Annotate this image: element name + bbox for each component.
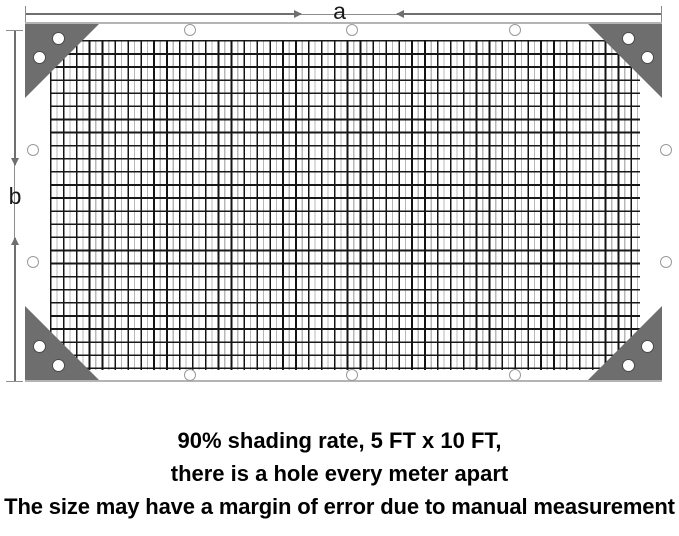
corner-grommet-hole [52, 359, 65, 372]
height-dimension-label: b [8, 183, 22, 209]
corner-reinforcement-bottom-right [588, 306, 662, 380]
corner-grommet-hole [33, 51, 46, 64]
mesh-grid [50, 40, 640, 370]
corner-reinforcement-top-left [25, 24, 99, 98]
edge-grommet-bottom [184, 369, 196, 381]
edge-grommet-left [27, 144, 39, 156]
corner-grommet-hole [622, 359, 635, 372]
edge-grommet-right [660, 144, 672, 156]
edge-grommet-bottom [509, 369, 521, 381]
width-dimension-label: a [333, 0, 346, 24]
width-dimension-tick-left [25, 6, 26, 23]
edge-grommet-top [509, 24, 521, 36]
height-dimension-line [14, 30, 15, 382]
edge-grommet-left [27, 256, 39, 268]
corner-reinforcement-bottom-left [25, 306, 99, 380]
edge-grommet-right [660, 256, 672, 268]
height-arrow-down-icon [11, 31, 19, 166]
width-dimension-tick-right [661, 6, 662, 23]
width-arrow-left-icon [26, 10, 302, 18]
height-dimension-tick-top [6, 30, 23, 31]
edge-grommet-bottom [346, 369, 358, 381]
corner-grommet-hole [641, 51, 654, 64]
height-dimension-tick-bottom [6, 381, 23, 382]
corner-grommet-hole [641, 340, 654, 353]
corner-grommet-hole [622, 32, 635, 45]
edge-grommet-top [346, 24, 358, 36]
height-arrow-up-icon [11, 237, 19, 381]
product-diagram: a b [6, 0, 672, 382]
product-caption: 90% shading rate, 5 FT x 10 FT, there is… [0, 424, 679, 523]
width-dimension-line [25, 14, 662, 15]
corner-reinforcement-top-right [588, 24, 662, 98]
width-arrow-right-icon [396, 10, 661, 18]
caption-line-3: The size may have a margin of error due … [4, 494, 675, 519]
caption-line-2: there is a hole every meter apart [170, 461, 509, 486]
shade-cloth-panel [25, 22, 662, 382]
edge-grommet-top [184, 24, 196, 36]
corner-grommet-hole [52, 32, 65, 45]
corner-grommet-hole [33, 340, 46, 353]
caption-line-1: 90% shading rate, 5 FT x 10 FT, [177, 428, 502, 453]
